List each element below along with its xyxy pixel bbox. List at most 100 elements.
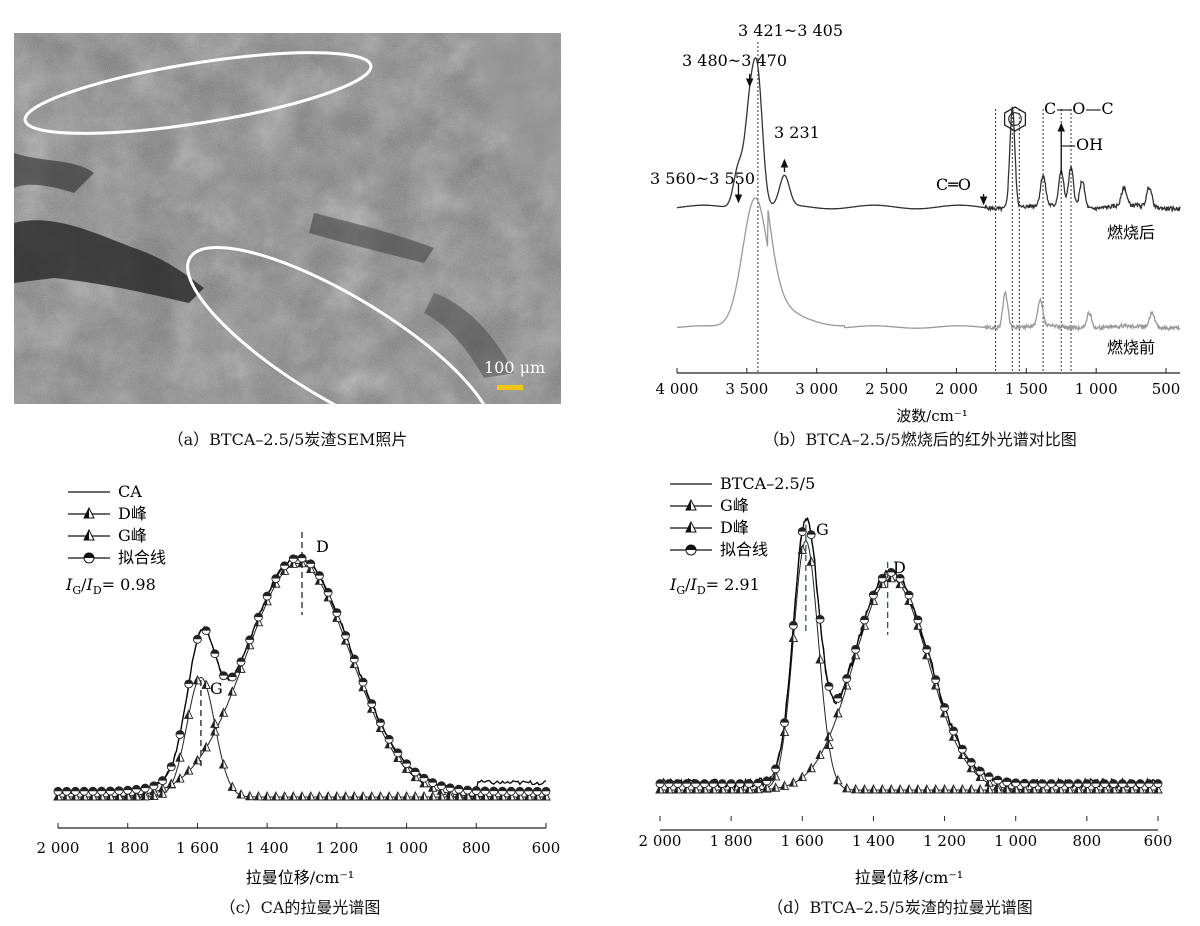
rd-g-marker-fill <box>851 784 856 793</box>
rc-g-marker-fill <box>176 753 180 762</box>
rd-fit-marker-fill <box>1020 779 1029 784</box>
rd-d-marker-fill <box>780 781 785 790</box>
rc-fit-marker-fill <box>533 787 542 792</box>
rc-fit-marker-fill <box>542 787 550 792</box>
rd-legend-label: 拟合线 <box>720 540 768 559</box>
rc-g-marker-fill <box>359 792 363 800</box>
rd-g-marker-fill <box>1100 785 1105 793</box>
rd-fit-marker-fill <box>1047 779 1056 784</box>
rc-fit-marker-fill <box>463 786 472 791</box>
rc-d-marker-fill <box>385 739 390 748</box>
rd-fit-marker-fill <box>1127 779 1136 784</box>
rd-d-marker-fill <box>789 778 794 787</box>
rc-legend-label: G峰 <box>118 526 147 545</box>
rd-d-marker-fill <box>807 763 812 772</box>
rd-g-marker-fill <box>727 785 732 793</box>
rc-d-marker-fill <box>254 617 259 626</box>
rd-fit-marker-fill <box>851 645 860 650</box>
rc-fit-marker-fill <box>71 787 80 792</box>
rc-g-marker-fill <box>393 792 398 800</box>
rd-fit-marker-fill <box>869 591 878 596</box>
rc-legend-label: 拟合线 <box>118 548 166 567</box>
rc-g-marker-fill <box>454 792 459 800</box>
rd-fit-marker-fill <box>656 779 664 784</box>
rc-d-marker-fill <box>219 708 224 717</box>
rd-g-marker-fill <box>771 771 776 780</box>
rd-fit-marker-fill <box>682 779 691 784</box>
rc-d-marker-fill <box>228 687 233 696</box>
rd-g-marker-fill <box>860 784 865 793</box>
raman-btca-panel: 2 000 1 800 1 600 1 400 1 200 1 000 800 600 拉曼位… <box>600 470 1200 922</box>
rd-fit-marker-fill <box>718 779 727 784</box>
rd-g-marker-fill <box>691 785 696 793</box>
rc-fit-marker-fill <box>219 671 228 676</box>
caption-b: （b）BTCA–2.5/5燃烧后的红外光谱对比图 <box>763 430 1077 449</box>
rc-g-marker-fill <box>420 792 424 800</box>
ir-x-tick-label: 2 000 <box>935 380 978 398</box>
rd-d-marker-fill <box>771 783 776 792</box>
rc-fit-marker-fill <box>245 635 254 640</box>
rc-ratio: IG/ID= 0.98 <box>65 575 156 597</box>
rc-fit-marker-fill <box>123 786 132 791</box>
caption-d: （d）BTCA–2.5/5炭渣的拉曼光谱图 <box>767 898 1033 917</box>
rc-fit-marker-fill <box>289 554 298 559</box>
rd-d-marker-fill <box>842 681 847 690</box>
rc-fit-marker-fill <box>498 787 507 792</box>
rc-g-marker-fill <box>298 792 302 800</box>
rc-legend-circle-fill <box>84 553 94 558</box>
rd-fit-marker-fill <box>1136 779 1145 784</box>
rd-fit-marker-fill <box>1109 779 1118 784</box>
rc-g-marker-fill <box>237 790 241 799</box>
rd-g-marker-fill <box>913 785 918 793</box>
rd-fit-marker-fill <box>709 779 718 784</box>
rd-fit-marker-fill <box>949 726 958 731</box>
rd-x-tick-label: 1 000 <box>994 832 1037 850</box>
ir-x-tick-label: 2 500 <box>865 380 908 398</box>
rd-fit-marker-fill <box>905 591 913 596</box>
rc-g-marker-fill <box>385 792 390 800</box>
rc-fit-marker-fill <box>359 678 367 683</box>
rc-fit-marker-fill <box>507 787 516 792</box>
rd-g-marker-fill <box>1065 785 1070 793</box>
ir-x-tick-label: 3 500 <box>725 380 768 398</box>
rc-g-marker-fill <box>367 792 372 800</box>
rc-fit-marker-fill <box>367 699 376 704</box>
rc-d-marker-fill <box>202 742 207 751</box>
rd-legend-label: G峰 <box>720 496 749 515</box>
rd-d-marker-fill <box>905 596 909 605</box>
rc-fit-marker-fill <box>237 657 245 662</box>
rd-g-marker-fill <box>807 557 812 566</box>
sem-photo: 100 μm <box>14 33 561 451</box>
rd-g-marker-fill <box>780 727 785 736</box>
rc-fit-marker-fill <box>341 631 350 636</box>
rc-d-marker-fill <box>298 558 302 567</box>
rc-fit-marker-fill <box>54 787 62 792</box>
rd-fit-marker-fill <box>1029 779 1038 784</box>
raman-btca-chart: 2 000 1 800 1 600 1 400 1 200 1 000 800 600 拉曼位… <box>639 474 1173 887</box>
ir-series-after <box>676 57 1181 213</box>
rc-fit-marker-fill <box>420 774 428 779</box>
rc-legend-label: CA <box>118 482 142 501</box>
ir-arrowhead <box>745 78 754 88</box>
rc-fit-marker-fill <box>254 613 263 618</box>
rd-g-marker-fill <box>993 785 998 793</box>
rd-d-marker-fill <box>851 650 856 659</box>
ir-peak-3231: 3 231 <box>774 123 820 142</box>
rd-legend-label: BTCA–2.5/5 <box>720 474 815 493</box>
rc-g-marker-fill <box>289 792 294 800</box>
rc-fit-marker-fill <box>524 787 533 792</box>
rc-g-marker-fill <box>202 680 207 689</box>
ir-peak-3560: 3 560~3 550 <box>650 169 755 188</box>
rd-x-tick-label: 1 800 <box>710 832 753 850</box>
rc-g-marker-fill <box>315 792 320 800</box>
rc-g-marker-fill <box>228 782 233 791</box>
rd-fit-marker-fill <box>878 574 887 579</box>
rd-fit-marker-fill <box>958 745 967 750</box>
rc-x-tick-label: 600 <box>532 839 561 857</box>
rd-fit-marker-fill <box>1038 779 1047 784</box>
rd-g-marker-fill <box>940 785 945 793</box>
rc-d-peak-curve <box>58 562 546 798</box>
rc-fit-marker-fill <box>202 626 211 631</box>
raman-ca-panel: 2 000 1 800 1 600 1 400 1 200 1 000 800 600 拉曼位… <box>0 470 600 922</box>
rd-fit-marker-fill <box>1056 779 1065 784</box>
